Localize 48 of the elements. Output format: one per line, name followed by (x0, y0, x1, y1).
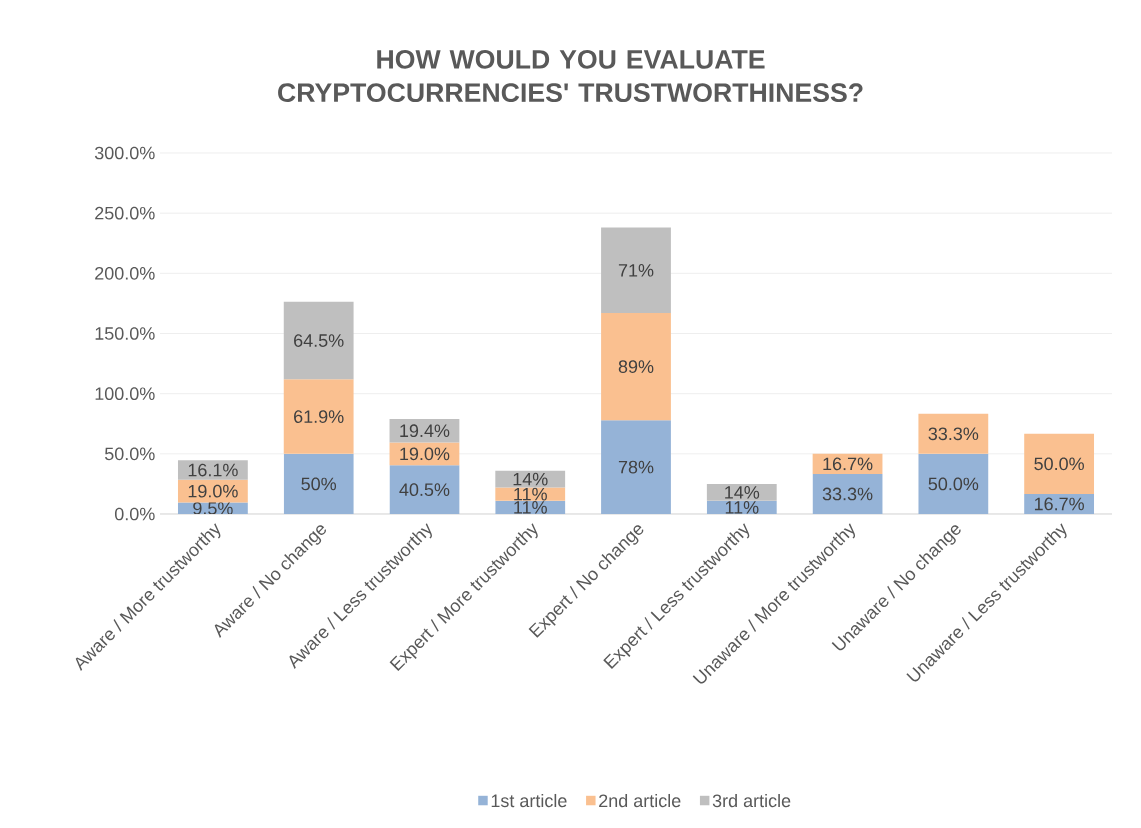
bar (283, 301, 354, 380)
bar (601, 313, 671, 421)
data-label: 16.1% (188, 463, 238, 477)
bar (283, 379, 354, 454)
y-tick-label: 50.0% (104, 447, 155, 461)
bar (918, 453, 989, 514)
data-label: 64.5% (294, 334, 344, 347)
legend-label: 3rd article (712, 793, 791, 808)
data-label: 40.5% (399, 483, 450, 496)
data-label: 16.7% (823, 457, 873, 471)
bar (601, 227, 671, 314)
data-label: 71% (618, 264, 654, 277)
legend-label: 2nd article (599, 793, 681, 808)
y-tick-label: 0.0% (114, 507, 155, 521)
data-label: 78% (618, 460, 654, 474)
data-label: 50.0% (928, 477, 979, 491)
bar (177, 479, 248, 503)
data-label: 19.0% (188, 484, 238, 498)
bar (601, 420, 671, 514)
bar (812, 473, 883, 514)
bar (283, 453, 354, 514)
data-label: 14% (513, 472, 548, 486)
data-label: 16.7% (1034, 497, 1084, 511)
y-tick-label: 250.0% (95, 206, 155, 220)
data-label: 9.5% (193, 501, 233, 515)
data-label: 14% (725, 486, 760, 499)
y-tick-label: 200.0% (95, 266, 155, 280)
data-label: 11% (514, 501, 547, 514)
data-label: 33.3% (928, 427, 979, 441)
data-label: 89% (618, 360, 654, 373)
legend-label: 1st article (491, 793, 567, 808)
data-label: 19.0% (400, 447, 450, 461)
bar (389, 465, 460, 514)
data-label: 33.3% (822, 487, 873, 501)
y-tick-label: 100.0% (95, 387, 155, 401)
chart-title: HOW WOULD YOU EVALUATE CRYPTOCURRENCIES' TRUSTWORTHINESS? (278, 49, 863, 103)
data-label: 61.9% (294, 410, 344, 423)
bar (177, 460, 248, 480)
data-label: 11% (514, 487, 547, 501)
y-tick-label: 150.0% (95, 327, 155, 340)
data-label: 11% (725, 501, 759, 514)
y-tick-label: 300.0% (94, 146, 155, 160)
bar (495, 470, 566, 488)
bar (918, 413, 989, 454)
data-label: 50.0% (1034, 457, 1084, 471)
data-label: 19.4% (400, 424, 450, 438)
bar (1024, 433, 1095, 494)
data-label: 50% (301, 477, 337, 491)
